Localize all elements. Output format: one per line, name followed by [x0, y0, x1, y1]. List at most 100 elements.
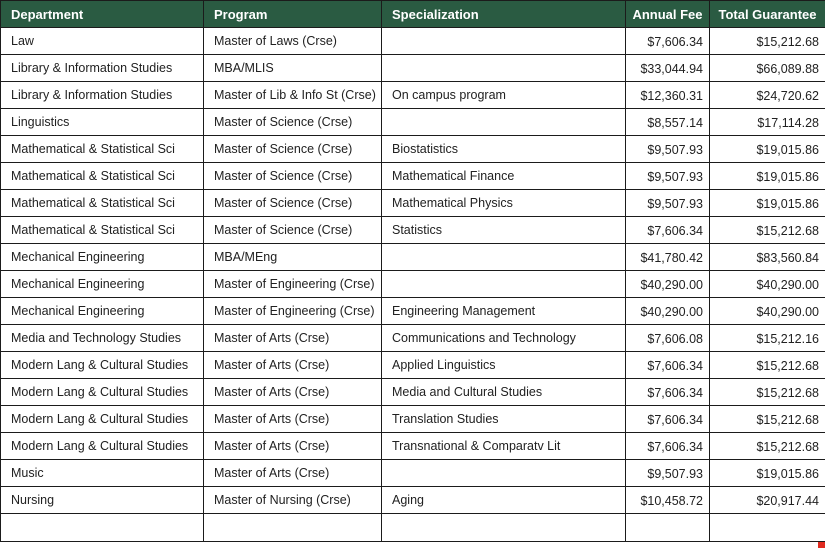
- cell-program[interactable]: [203, 513, 382, 542]
- cell-specialization[interactable]: Applied Linguistics: [381, 351, 626, 379]
- table-row: Nursing Master of Nursing (Crse) Aging $…: [0, 486, 825, 514]
- cell-total-guarantee[interactable]: $17,114.28: [709, 108, 825, 136]
- cell-total-guarantee[interactable]: $15,212.68: [709, 432, 825, 460]
- cell-department[interactable]: Media and Technology Studies: [0, 324, 204, 352]
- cell-specialization[interactable]: Transnational & Comparatv Lit: [381, 432, 626, 460]
- cell-total-guarantee[interactable]: $83,560.84: [709, 243, 825, 271]
- cell-annual-fee[interactable]: $9,507.93: [625, 162, 710, 190]
- cell-specialization[interactable]: On campus program: [381, 81, 626, 109]
- cell-annual-fee[interactable]: $7,606.08: [625, 324, 710, 352]
- cell-department[interactable]: Mathematical & Statistical Sci: [0, 189, 204, 217]
- cell-specialization[interactable]: Mathematical Finance: [381, 162, 626, 190]
- cell-specialization[interactable]: [381, 270, 626, 298]
- cell-program[interactable]: Master of Arts (Crse): [203, 432, 382, 460]
- cell-annual-fee[interactable]: $33,044.94: [625, 54, 710, 82]
- cell-total-guarantee[interactable]: $40,290.00: [709, 270, 825, 298]
- cell-total-guarantee[interactable]: $19,015.86: [709, 162, 825, 190]
- cell-department[interactable]: Mathematical & Statistical Sci: [0, 162, 204, 190]
- cell-total-guarantee[interactable]: $24,720.62: [709, 81, 825, 109]
- cell-specialization[interactable]: Mathematical Physics: [381, 189, 626, 217]
- cell-annual-fee[interactable]: $7,606.34: [625, 351, 710, 379]
- cell-program[interactable]: Master of Science (Crse): [203, 108, 382, 136]
- cell-annual-fee[interactable]: $9,507.93: [625, 135, 710, 163]
- cell-program[interactable]: Master of Laws (Crse): [203, 27, 382, 55]
- cell-program[interactable]: Master of Engineering (Crse): [203, 297, 382, 325]
- cell-specialization[interactable]: [381, 108, 626, 136]
- cell-total-guarantee[interactable]: $19,015.86: [709, 459, 825, 487]
- cell-specialization[interactable]: [381, 459, 626, 487]
- cell-program[interactable]: Master of Science (Crse): [203, 189, 382, 217]
- cell-program[interactable]: Master of Nursing (Crse): [203, 486, 382, 514]
- cell-program[interactable]: Master of Lib & Info St (Crse): [203, 81, 382, 109]
- cell-department[interactable]: Modern Lang & Cultural Studies: [0, 351, 204, 379]
- cell-department[interactable]: Mathematical & Statistical Sci: [0, 135, 204, 163]
- cell-department[interactable]: Mechanical Engineering: [0, 243, 204, 271]
- cell-annual-fee[interactable]: $40,290.00: [625, 270, 710, 298]
- cell-annual-fee[interactable]: $40,290.00: [625, 297, 710, 325]
- cell-annual-fee[interactable]: $7,606.34: [625, 405, 710, 433]
- cell-total-guarantee[interactable]: [709, 513, 825, 542]
- cell-program[interactable]: Master of Science (Crse): [203, 162, 382, 190]
- cell-department[interactable]: Modern Lang & Cultural Studies: [0, 432, 204, 460]
- cell-total-guarantee[interactable]: $15,212.68: [709, 216, 825, 244]
- cell-department[interactable]: [0, 513, 204, 542]
- cell-department[interactable]: Music: [0, 459, 204, 487]
- cell-annual-fee[interactable]: $7,606.34: [625, 378, 710, 406]
- cell-annual-fee[interactable]: $8,557.14: [625, 108, 710, 136]
- cell-specialization[interactable]: [381, 27, 626, 55]
- cell-annual-fee[interactable]: $41,780.42: [625, 243, 710, 271]
- cell-annual-fee[interactable]: $7,606.34: [625, 216, 710, 244]
- cell-total-guarantee[interactable]: $19,015.86: [709, 135, 825, 163]
- cell-department[interactable]: Linguistics: [0, 108, 204, 136]
- cell-department[interactable]: Nursing: [0, 486, 204, 514]
- cell-specialization[interactable]: [381, 513, 626, 542]
- cell-program[interactable]: Master of Arts (Crse): [203, 324, 382, 352]
- table-row: Library & Information Studies Master of …: [0, 81, 825, 109]
- cell-annual-fee[interactable]: $10,458.72: [625, 486, 710, 514]
- cell-annual-fee[interactable]: [625, 513, 710, 542]
- cell-specialization[interactable]: Communications and Technology: [381, 324, 626, 352]
- table-row: Linguistics Master of Science (Crse) $8,…: [0, 108, 825, 136]
- cell-annual-fee[interactable]: $9,507.93: [625, 459, 710, 487]
- cell-annual-fee[interactable]: $9,507.93: [625, 189, 710, 217]
- cell-annual-fee[interactable]: $7,606.34: [625, 27, 710, 55]
- cell-annual-fee[interactable]: $7,606.34: [625, 432, 710, 460]
- cell-total-guarantee[interactable]: $19,015.86: [709, 189, 825, 217]
- cell-program[interactable]: MBA/MLIS: [203, 54, 382, 82]
- cell-department[interactable]: Library & Information Studies: [0, 81, 204, 109]
- cell-program[interactable]: Master of Science (Crse): [203, 135, 382, 163]
- cell-program[interactable]: Master of Science (Crse): [203, 216, 382, 244]
- cell-specialization[interactable]: Biostatistics: [381, 135, 626, 163]
- cell-department[interactable]: Library & Information Studies: [0, 54, 204, 82]
- cell-specialization[interactable]: Media and Cultural Studies: [381, 378, 626, 406]
- cell-specialization[interactable]: Translation Studies: [381, 405, 626, 433]
- cell-department[interactable]: Law: [0, 27, 204, 55]
- cell-total-guarantee[interactable]: $20,917.44: [709, 486, 825, 514]
- cell-program[interactable]: Master of Arts (Crse): [203, 378, 382, 406]
- cell-program[interactable]: Master of Arts (Crse): [203, 405, 382, 433]
- cell-specialization[interactable]: [381, 243, 626, 271]
- cell-total-guarantee[interactable]: $15,212.68: [709, 378, 825, 406]
- cell-specialization[interactable]: Aging: [381, 486, 626, 514]
- cell-program[interactable]: MBA/MEng: [203, 243, 382, 271]
- cell-specialization[interactable]: Engineering Management: [381, 297, 626, 325]
- cell-department[interactable]: Modern Lang & Cultural Studies: [0, 378, 204, 406]
- cell-department[interactable]: Mathematical & Statistical Sci: [0, 216, 204, 244]
- cell-department[interactable]: Mechanical Engineering: [0, 270, 204, 298]
- cell-specialization[interactable]: [381, 54, 626, 82]
- cell-total-guarantee[interactable]: $15,212.68: [709, 27, 825, 55]
- cell-total-guarantee[interactable]: $15,212.68: [709, 405, 825, 433]
- cell-program[interactable]: Master of Engineering (Crse): [203, 270, 382, 298]
- cell-total-guarantee[interactable]: $15,212.68: [709, 351, 825, 379]
- cell-department[interactable]: Modern Lang & Cultural Studies: [0, 405, 204, 433]
- table-partial-bottom: [0, 513, 825, 542]
- cell-total-guarantee[interactable]: $66,089.88: [709, 54, 825, 82]
- cell-specialization[interactable]: Statistics: [381, 216, 626, 244]
- cell-program[interactable]: Master of Arts (Crse): [203, 459, 382, 487]
- cell-annual-fee[interactable]: $12,360.31: [625, 81, 710, 109]
- cell-department[interactable]: Mechanical Engineering: [0, 297, 204, 325]
- cell-total-guarantee[interactable]: $15,212.16: [709, 324, 825, 352]
- cell-total-guarantee[interactable]: $40,290.00: [709, 297, 825, 325]
- cell-program[interactable]: Master of Arts (Crse): [203, 351, 382, 379]
